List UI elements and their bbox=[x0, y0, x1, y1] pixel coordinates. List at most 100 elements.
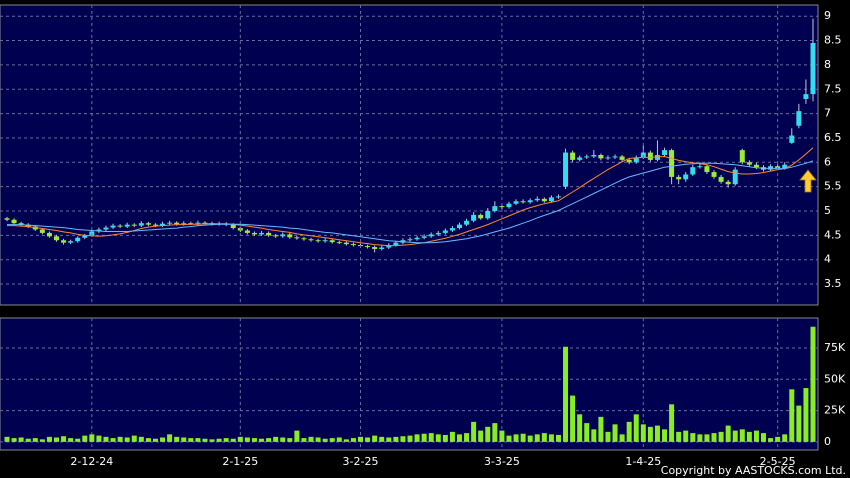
candle-body bbox=[350, 244, 356, 246]
candle-body bbox=[449, 228, 455, 231]
candle-body bbox=[117, 225, 123, 227]
x-tick-label: 2-12-24 bbox=[70, 455, 113, 468]
volume-bar bbox=[577, 414, 583, 442]
x-tick-label: 2-5-25 bbox=[760, 455, 796, 468]
candle-body bbox=[485, 211, 491, 219]
volume-bar bbox=[336, 437, 342, 442]
candle-body bbox=[280, 234, 286, 237]
candle-body bbox=[669, 150, 675, 177]
candle-body bbox=[456, 224, 462, 229]
volume-bar bbox=[789, 389, 795, 442]
candle-body bbox=[746, 162, 752, 165]
volume-bar bbox=[485, 426, 491, 442]
candle-body bbox=[393, 242, 399, 246]
candle-body bbox=[202, 222, 208, 224]
x-tick-label: 2-1-25 bbox=[222, 455, 258, 468]
candle-body bbox=[414, 237, 420, 240]
candle-body bbox=[251, 232, 257, 235]
volume-bar bbox=[796, 405, 802, 442]
volume-bar bbox=[82, 435, 88, 442]
volume-bar bbox=[506, 435, 512, 442]
y-tick-label: 4.5 bbox=[824, 228, 842, 241]
volume-bar bbox=[400, 436, 406, 442]
volume-bar bbox=[718, 431, 724, 442]
price-panel bbox=[0, 4, 819, 306]
volume-bar bbox=[350, 438, 356, 442]
volume-bar bbox=[669, 404, 675, 442]
volume-bar bbox=[259, 438, 265, 442]
candle-body bbox=[103, 227, 109, 230]
candle-body bbox=[711, 172, 717, 177]
volume-bar bbox=[640, 424, 646, 442]
candle-body bbox=[598, 155, 604, 159]
candle-body bbox=[704, 166, 710, 173]
volume-bar bbox=[499, 430, 505, 442]
volume-bar bbox=[732, 430, 738, 442]
candle-body bbox=[308, 239, 314, 241]
volume-bar bbox=[803, 388, 809, 442]
volume-bar bbox=[654, 425, 660, 442]
candle-body bbox=[343, 242, 349, 245]
candle-body bbox=[407, 239, 413, 241]
candle-body bbox=[499, 206, 505, 208]
volume-bar bbox=[442, 434, 448, 442]
candle-body bbox=[626, 159, 632, 163]
volume-bar bbox=[181, 437, 187, 442]
candle-body bbox=[647, 152, 653, 160]
y-tick-label: 50K bbox=[824, 372, 846, 385]
candle-body bbox=[464, 220, 470, 225]
volume-bar bbox=[230, 438, 236, 442]
volume-bar bbox=[428, 433, 434, 442]
candle-body bbox=[619, 156, 625, 160]
volume-bar bbox=[117, 436, 123, 442]
volume-bar bbox=[662, 429, 668, 442]
y-tick-label: 3.5 bbox=[824, 277, 842, 290]
candle-body bbox=[25, 224, 31, 227]
candle-body bbox=[287, 234, 293, 238]
volume-bar bbox=[188, 438, 194, 442]
candle-body bbox=[683, 174, 689, 180]
volume-bar bbox=[167, 434, 173, 442]
volume-bar bbox=[435, 434, 441, 442]
y-tick-label: 8 bbox=[824, 58, 831, 71]
copyright: Copyright by AASTOCKS.com Ltd. bbox=[661, 464, 846, 477]
candle-body bbox=[577, 157, 583, 160]
candle-body bbox=[442, 230, 448, 233]
candle-body bbox=[386, 245, 392, 248]
volume-bar bbox=[145, 438, 151, 442]
volume-bar bbox=[138, 436, 144, 442]
candle-body bbox=[676, 176, 682, 180]
y-tick-label: 6 bbox=[824, 155, 831, 168]
candle-body bbox=[506, 203, 512, 208]
arrow-icon bbox=[799, 169, 817, 193]
volume-bar bbox=[584, 423, 590, 442]
candle-body bbox=[138, 223, 144, 226]
volume-bar bbox=[18, 437, 24, 442]
candle-body bbox=[605, 157, 611, 159]
y-tick-label: 5.5 bbox=[824, 180, 842, 193]
candle-body bbox=[160, 223, 166, 226]
candle-body bbox=[315, 240, 321, 242]
volume-bar bbox=[4, 436, 10, 442]
volume-bar bbox=[251, 438, 257, 442]
volume-bar bbox=[68, 438, 74, 442]
volume-bar bbox=[393, 436, 399, 442]
candle-body bbox=[18, 223, 24, 225]
volume-bar bbox=[209, 439, 215, 442]
volume-bar bbox=[478, 430, 484, 442]
candle-body bbox=[39, 229, 45, 233]
volume-bar bbox=[110, 438, 116, 442]
candle-body bbox=[789, 135, 795, 143]
volume-bar bbox=[541, 433, 547, 442]
candle-body bbox=[421, 236, 427, 238]
volume-bar bbox=[103, 436, 109, 442]
candle-body bbox=[555, 196, 561, 198]
candle-body bbox=[75, 237, 81, 242]
volume-bar bbox=[25, 438, 31, 442]
candle-body bbox=[527, 200, 533, 203]
candle-body bbox=[68, 241, 74, 243]
volume-bar bbox=[75, 438, 81, 442]
candle-body bbox=[584, 156, 590, 158]
volume-bar bbox=[626, 421, 632, 442]
